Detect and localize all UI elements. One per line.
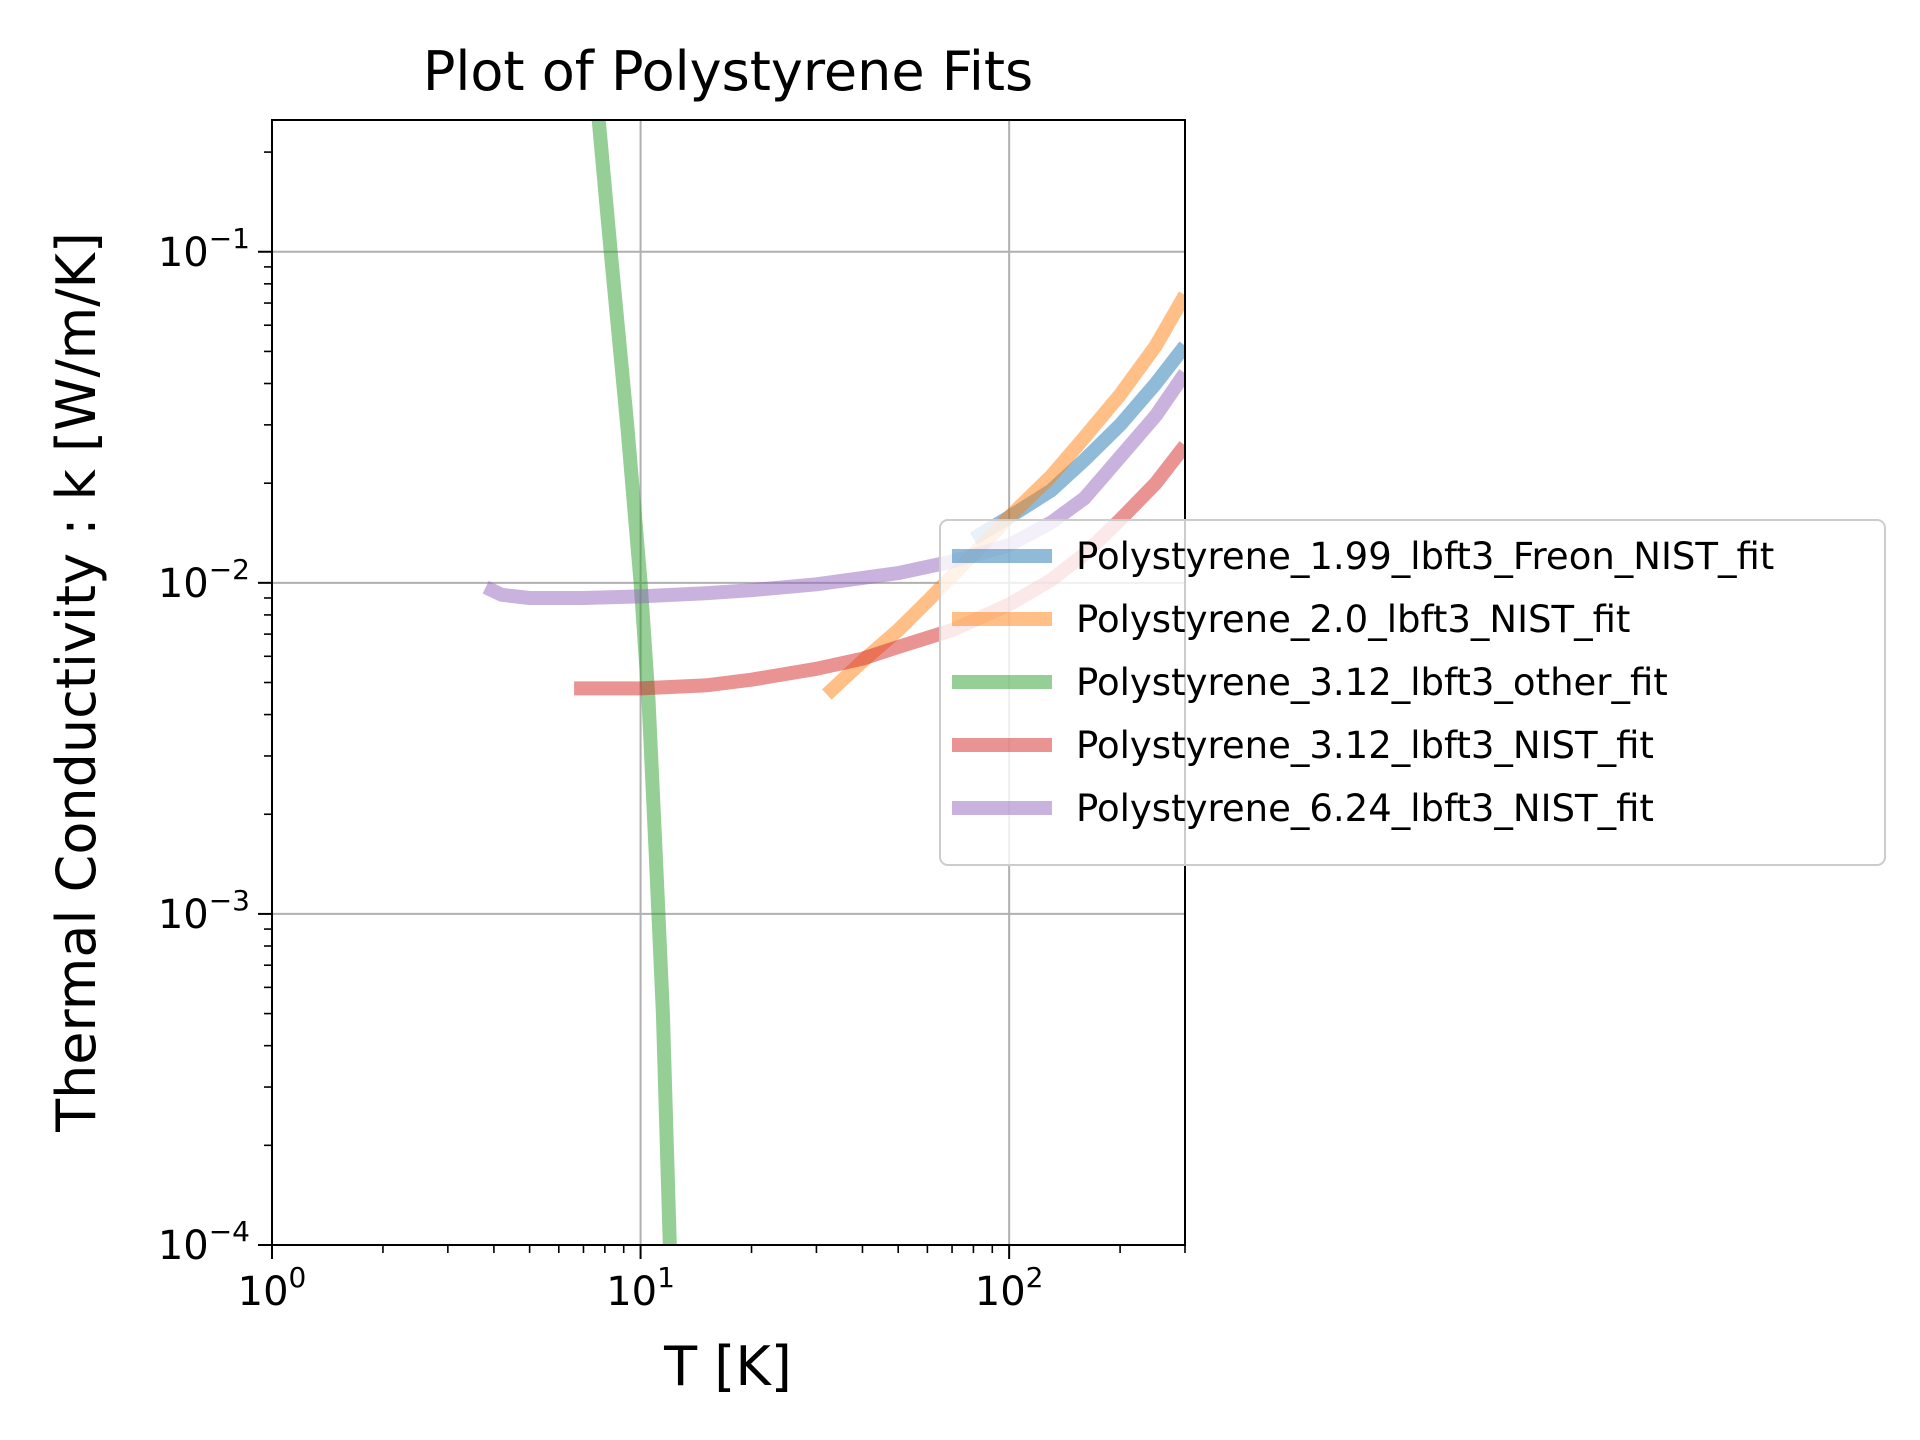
- y-tick-label: 10−2: [158, 553, 250, 607]
- series-line-3: [591, 120, 677, 1245]
- chart-title: Plot of Polystyrene Fits: [423, 40, 1033, 103]
- x-tick-label: 101: [606, 1261, 675, 1315]
- series-line-2: [822, 291, 1185, 700]
- x-axis-label: T [K]: [663, 1335, 792, 1398]
- ticks: [258, 151, 1186, 1259]
- legend-label: Polystyrene_1.99_lbft3_Freon_NIST_fit: [1076, 535, 1774, 578]
- legend-label: Polystyrene_3.12_lbft3_other_fit: [1076, 661, 1668, 704]
- y-axis-label: Thermal Conductivity : k [W/m/K]: [45, 232, 108, 1133]
- series-line-5: [482, 369, 1185, 605]
- series-layer: [482, 120, 1185, 1245]
- tick-labels: 100 101 102 10−1 10−2 10−3 10−4: [158, 222, 1044, 1315]
- legend: Polystyrene_1.99_lbft3_Freon_NIST_fit Pol…: [939, 519, 1886, 866]
- x-tick-label: 102: [975, 1261, 1044, 1315]
- x-tick-label: 100: [238, 1261, 307, 1315]
- legend-label: Polystyrene_2.0_lbft3_NIST_fit: [1076, 598, 1630, 641]
- y-tick-label: 10−4: [158, 1215, 250, 1269]
- y-tick-label: 10−3: [158, 884, 250, 938]
- legend-label: Polystyrene_3.12_lbft3_NIST_fit: [1076, 724, 1654, 767]
- y-tick-label: 10−1: [158, 222, 250, 276]
- legend-box: [939, 519, 1886, 866]
- legend-label: Polystyrene_6.24_lbft3_NIST_fit: [1076, 787, 1654, 830]
